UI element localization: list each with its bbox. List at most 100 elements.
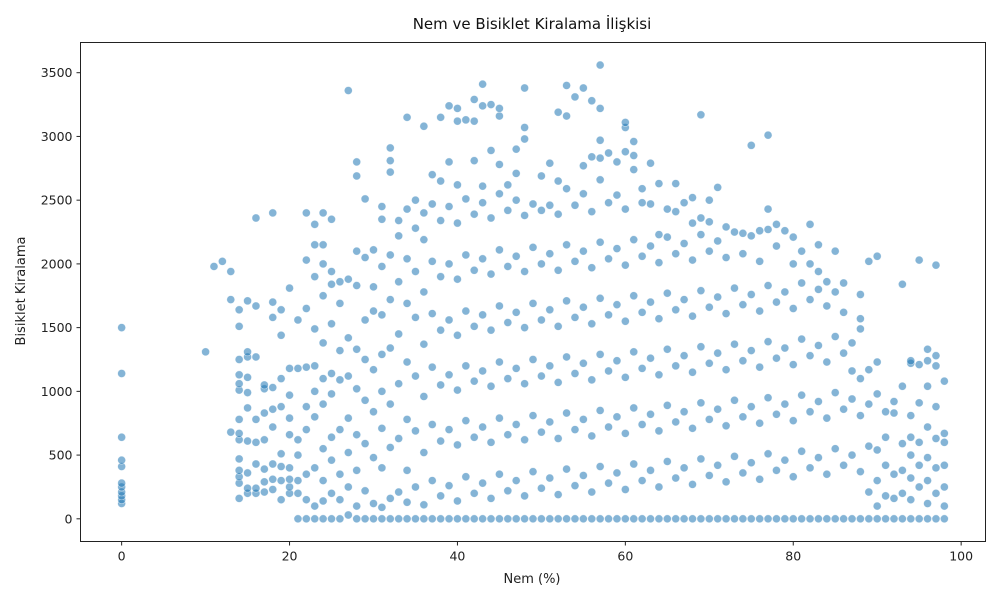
data-point bbox=[805, 220, 815, 229]
data-point bbox=[461, 416, 471, 425]
data-point bbox=[679, 463, 689, 473]
data-point bbox=[856, 467, 865, 476]
data-point bbox=[704, 302, 714, 312]
data-point bbox=[360, 194, 370, 204]
data-point bbox=[780, 399, 790, 409]
data-point bbox=[402, 357, 412, 367]
data-point bbox=[117, 323, 126, 332]
data-point bbox=[604, 148, 613, 158]
data-point bbox=[704, 359, 714, 368]
data-point bbox=[755, 514, 764, 524]
data-point bbox=[411, 195, 420, 205]
data-point bbox=[234, 494, 244, 503]
points-layer bbox=[117, 60, 949, 524]
data-point bbox=[260, 477, 269, 487]
data-point bbox=[856, 411, 865, 420]
data-point bbox=[478, 101, 487, 111]
data-point bbox=[881, 407, 890, 417]
data-point bbox=[293, 514, 303, 524]
data-point bbox=[780, 514, 790, 524]
data-point bbox=[495, 514, 504, 524]
data-point bbox=[469, 265, 479, 275]
data-point bbox=[318, 259, 328, 269]
data-point bbox=[629, 514, 639, 524]
data-point bbox=[637, 364, 647, 373]
data-point bbox=[327, 279, 336, 289]
data-point bbox=[898, 466, 907, 475]
data-point bbox=[797, 334, 806, 344]
data-point bbox=[797, 446, 806, 456]
data-point bbox=[931, 260, 941, 270]
data-point bbox=[453, 440, 462, 450]
data-point bbox=[520, 514, 529, 524]
data-point bbox=[520, 435, 529, 445]
data-point bbox=[520, 211, 529, 220]
data-point bbox=[704, 415, 714, 424]
data-point bbox=[394, 379, 403, 389]
data-point bbox=[696, 454, 706, 464]
data-point bbox=[276, 462, 286, 471]
data-point bbox=[478, 254, 487, 264]
data-point bbox=[469, 514, 479, 524]
data-point bbox=[822, 301, 832, 311]
data-point bbox=[604, 514, 613, 524]
data-point bbox=[755, 226, 764, 236]
data-point bbox=[461, 361, 471, 371]
data-point bbox=[478, 366, 487, 376]
data-point bbox=[637, 514, 647, 524]
x-axis-title: Nem (%) bbox=[503, 572, 560, 587]
data-point bbox=[327, 319, 336, 329]
data-point bbox=[553, 322, 563, 331]
data-point bbox=[427, 257, 437, 266]
data-point bbox=[385, 143, 395, 153]
data-point bbox=[830, 388, 840, 397]
x-tick-label: 0 bbox=[118, 549, 126, 564]
data-point bbox=[453, 496, 462, 506]
data-point bbox=[822, 413, 832, 423]
data-point bbox=[772, 241, 781, 251]
data-point bbox=[646, 466, 655, 475]
data-point bbox=[352, 384, 362, 394]
data-point bbox=[671, 207, 681, 216]
data-point bbox=[377, 202, 387, 211]
data-point bbox=[822, 514, 832, 524]
data-point bbox=[570, 257, 580, 266]
data-point bbox=[377, 214, 387, 224]
data-point bbox=[469, 432, 479, 442]
y-axis-title: Bisiklet Kiralama bbox=[14, 237, 29, 346]
data-point bbox=[621, 118, 630, 127]
data-point bbox=[243, 403, 252, 413]
y-tick-label: 3500 bbox=[41, 65, 73, 80]
data-point bbox=[503, 262, 513, 271]
data-point bbox=[746, 458, 756, 468]
data-point bbox=[788, 514, 798, 524]
data-point bbox=[562, 81, 571, 90]
data-point bbox=[738, 300, 748, 309]
data-point bbox=[436, 272, 445, 281]
data-point bbox=[553, 434, 563, 443]
data-point bbox=[805, 259, 815, 269]
data-point bbox=[595, 462, 605, 471]
data-point bbox=[713, 292, 722, 302]
data-point bbox=[511, 169, 521, 178]
data-point bbox=[780, 455, 790, 465]
data-point bbox=[495, 357, 504, 367]
data-point bbox=[881, 514, 890, 524]
data-point bbox=[243, 373, 252, 382]
data-point bbox=[234, 370, 244, 380]
data-point bbox=[587, 263, 597, 273]
data-point bbox=[931, 514, 941, 524]
data-point bbox=[671, 361, 681, 371]
data-point bbox=[478, 181, 487, 191]
data-point bbox=[612, 300, 622, 309]
data-point bbox=[285, 482, 294, 492]
data-point bbox=[537, 483, 546, 493]
data-point bbox=[302, 362, 311, 372]
data-point bbox=[629, 235, 639, 244]
data-point bbox=[646, 353, 655, 363]
data-point bbox=[704, 514, 714, 524]
data-point bbox=[385, 167, 395, 177]
data-point bbox=[495, 301, 504, 311]
data-point bbox=[285, 463, 294, 473]
data-point bbox=[469, 489, 479, 498]
